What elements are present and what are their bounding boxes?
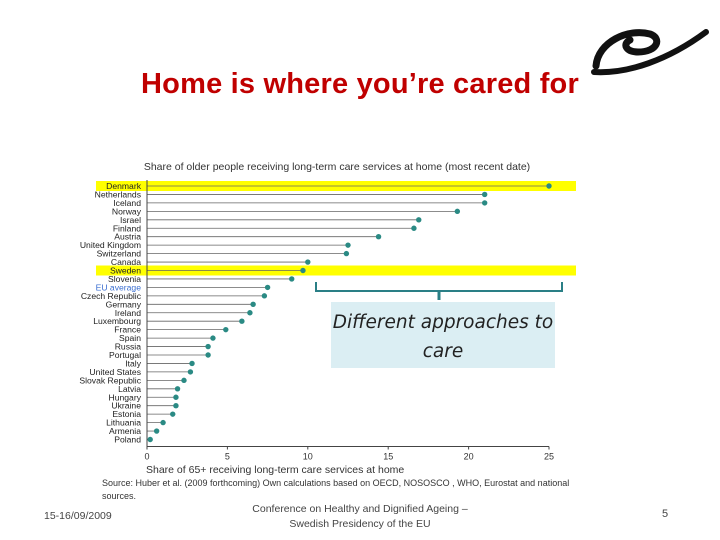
x-tick-label-10: 10 [303, 452, 313, 462]
data-point-ireland [247, 310, 253, 316]
data-point-slovenia [289, 276, 295, 282]
x-tick-label-15: 15 [383, 452, 393, 462]
category-label-israel: Israel [120, 215, 141, 225]
data-point-lithuania [160, 419, 166, 426]
category-label-ireland: Ireland [115, 308, 141, 318]
category-label-canada: Canada [111, 257, 141, 267]
data-point-eu-average [264, 284, 271, 291]
data-point-united-kingdom [345, 242, 351, 248]
category-label-denmark: Denmark [106, 181, 142, 191]
callout-bracket [315, 282, 563, 292]
x-tick-label-5: 5 [225, 452, 230, 462]
category-label-ukraine: Ukraine [111, 401, 141, 411]
category-label-united-states: United States [89, 367, 141, 377]
data-point-portugal [205, 352, 211, 358]
data-point-poland [147, 436, 153, 443]
category-label-germany: Germany [106, 299, 142, 309]
data-point-latvia [174, 386, 181, 392]
data-point-austria [375, 234, 382, 240]
data-point-netherlands [481, 191, 488, 198]
category-label-russia: Russia [115, 342, 141, 352]
category-label-france: France [114, 325, 141, 335]
category-label-spain: Spain [119, 333, 141, 343]
category-label-czech-republic: Czech Republic [81, 291, 142, 301]
data-point-switzerland [343, 250, 350, 257]
x-tick-label-0: 0 [144, 452, 149, 462]
x-axis-label: Share of 65+ receiving long-term care se… [146, 464, 404, 476]
data-point-norway [454, 208, 461, 215]
category-label-sweden: Sweden [110, 266, 141, 276]
category-label-latvia: Latvia [118, 384, 141, 394]
category-label-estonia: Estonia [112, 409, 141, 419]
data-point-finland [411, 225, 417, 231]
footer-conference: Conference on Healthy and Dignified Agei… [252, 503, 468, 530]
page-number: 5 [662, 508, 669, 520]
data-point-germany [250, 301, 256, 307]
data-point-russia [205, 343, 211, 350]
data-point-spain [210, 335, 216, 341]
data-point-ukraine [173, 403, 179, 409]
data-point-france [223, 326, 229, 333]
slide-title: Home is where you’re cared for [141, 68, 579, 100]
data-point-israel [416, 217, 422, 223]
x-tick-label-25: 25 [544, 452, 554, 462]
category-label-switzerland: Switzerland [97, 249, 142, 259]
category-label-slovenia: Slovenia [108, 274, 141, 284]
category-label-hungary: Hungary [109, 392, 142, 402]
source-note: Source: Huber et al. (2009 forthcoming) … [102, 478, 570, 501]
category-label-iceland: Iceland [113, 198, 141, 208]
highlight-band-sweden [96, 265, 576, 276]
data-point-sweden [300, 267, 306, 274]
category-label-finland: Finland [113, 223, 141, 233]
category-label-united-kingdom: United Kingdom [80, 240, 141, 250]
data-point-estonia [170, 411, 176, 417]
category-label-austria: Austria [114, 232, 141, 242]
data-point-united-states [187, 369, 194, 375]
chart-title: Share of older people receiving long-ter… [144, 161, 530, 173]
category-label-netherlands: Netherlands [95, 189, 141, 199]
category-label-eu-average: EU average [96, 282, 142, 292]
category-label-poland: Poland [114, 435, 141, 445]
data-point-slovak-republic [181, 377, 187, 384]
footer-date: 15-16/09/2009 [44, 510, 112, 522]
data-point-hungary [173, 394, 179, 400]
category-label-norway: Norway [112, 206, 142, 216]
category-label-portugal: Portugal [109, 350, 141, 360]
data-point-canada [305, 259, 311, 265]
data-point-armenia [153, 428, 160, 434]
data-point-denmark [546, 183, 552, 189]
data-point-czech-republic [261, 293, 268, 299]
category-label-lithuania: Lithuania [106, 418, 141, 428]
data-point-italy [189, 360, 195, 367]
category-label-italy: Italy [125, 358, 141, 368]
category-label-luxembourg: Luxembourg [93, 316, 141, 326]
x-tick-label-20: 20 [464, 452, 474, 462]
data-point-iceland [481, 200, 488, 206]
eu-presidency-logo-icon [591, 29, 709, 76]
category-label-slovak-republic: Slovak Republic [79, 375, 141, 385]
data-point-luxembourg [239, 318, 245, 324]
category-label-armenia: Armenia [109, 426, 141, 436]
callout-box: Different approaches to care [331, 302, 555, 368]
